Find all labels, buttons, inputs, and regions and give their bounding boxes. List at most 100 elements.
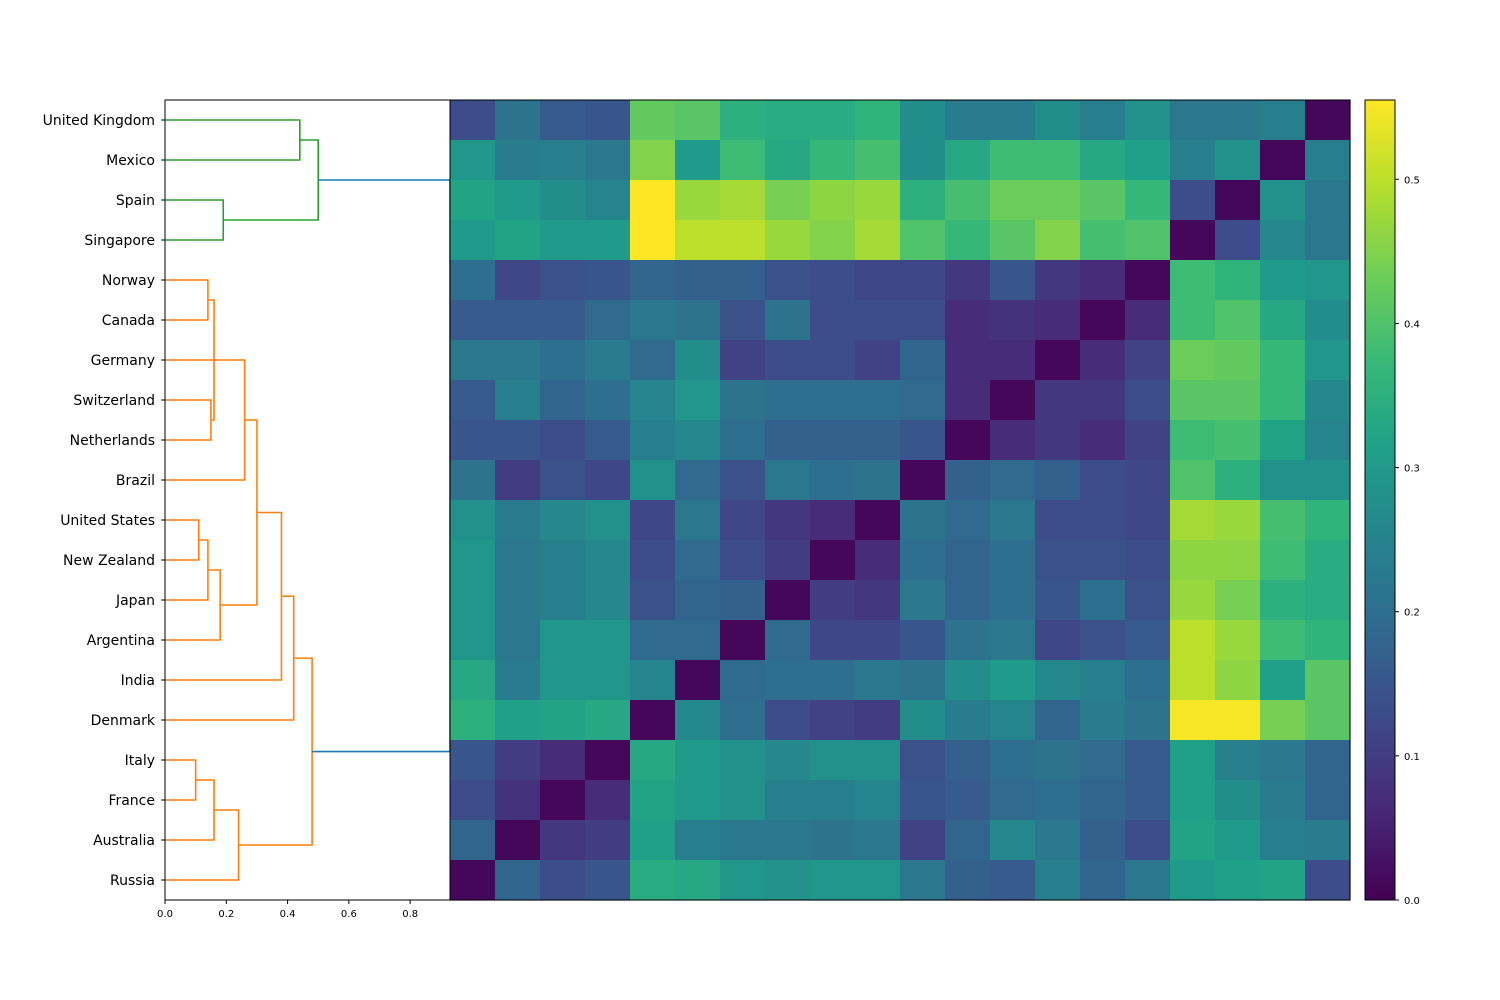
heatmap-cell — [945, 300, 991, 341]
heatmap-cell — [855, 660, 901, 701]
heatmap-cell — [1080, 580, 1126, 621]
heatmap-cell — [630, 220, 676, 261]
row-label: Switzerland — [73, 393, 155, 409]
heatmap-cell — [810, 100, 856, 141]
heatmap-cell — [675, 220, 721, 261]
heatmap-cell — [540, 860, 586, 901]
heatmap-cell — [630, 620, 676, 661]
heatmap-cell — [1125, 300, 1171, 341]
heatmap-cell — [1260, 660, 1306, 701]
heatmap-cell — [810, 540, 856, 581]
heatmap-cell — [1305, 580, 1351, 621]
heatmap-cell — [630, 820, 676, 861]
heatmap-cell — [1170, 100, 1216, 141]
heatmap-cell — [855, 820, 901, 861]
heatmap-cell — [855, 620, 901, 661]
dendrogram-link — [165, 511, 283, 681]
heatmap-cell — [900, 780, 946, 821]
heatmap-cell — [720, 540, 766, 581]
heatmap-cell — [675, 460, 721, 501]
heatmap-cell — [630, 300, 676, 341]
heatmap-cell — [1125, 700, 1171, 741]
dendrogram-link — [165, 119, 301, 161]
heatmap-cell — [855, 780, 901, 821]
heatmap-cell — [1125, 180, 1171, 221]
heatmap-cell — [765, 860, 811, 901]
heatmap-cell — [855, 540, 901, 581]
heatmap-cell — [585, 300, 631, 341]
heatmap-cell — [990, 340, 1036, 381]
heatmap-cell — [585, 540, 631, 581]
heatmap-cell — [945, 100, 991, 141]
heatmap-cell — [1260, 380, 1306, 421]
heatmap-cell — [810, 300, 856, 341]
heatmap-cell — [1125, 220, 1171, 261]
heatmap-cell — [1215, 420, 1261, 461]
heatmap-cell — [1170, 460, 1216, 501]
heatmap-cell — [1215, 260, 1261, 301]
heatmap-cell — [945, 500, 991, 541]
dendrogram-x-tick-label: 0.6 — [341, 909, 357, 920]
heatmap-cell — [810, 220, 856, 261]
heatmap-cell — [585, 180, 631, 221]
row-label: Singapore — [84, 233, 155, 249]
heatmap-cell — [1215, 300, 1261, 341]
heatmap-cell — [1215, 660, 1261, 701]
heatmap-cell — [765, 580, 811, 621]
heatmap-cell — [630, 740, 676, 781]
colorbar — [1364, 99, 1396, 901]
heatmap-cell — [810, 860, 856, 901]
heatmap-cell — [585, 460, 631, 501]
heatmap-cell — [450, 580, 496, 621]
heatmap-cell — [1170, 340, 1216, 381]
row-label: Germany — [91, 353, 155, 369]
heatmap-cell — [900, 580, 946, 621]
heatmap-cell — [1080, 860, 1126, 901]
heatmap-cell — [1080, 820, 1126, 861]
heatmap-cell — [990, 180, 1036, 221]
heatmap-cell — [1170, 540, 1216, 581]
heatmap-cell — [1080, 420, 1126, 461]
row-label: Canada — [102, 313, 155, 329]
row-label: Russia — [110, 873, 155, 889]
heatmap-cell — [675, 420, 721, 461]
heatmap-cell — [945, 380, 991, 421]
heatmap-cell — [1080, 380, 1126, 421]
heatmap-cell — [1260, 500, 1306, 541]
heatmap-cell — [585, 100, 631, 141]
heatmap-cell — [990, 820, 1036, 861]
heatmap-cell — [1170, 300, 1216, 341]
heatmap-cell — [1125, 140, 1171, 181]
heatmap-cell — [540, 620, 586, 661]
heatmap-cell — [1080, 500, 1126, 541]
heatmap-cell — [540, 220, 586, 261]
heatmap-cell — [1260, 580, 1306, 621]
heatmap-cell — [630, 860, 676, 901]
heatmap-cell — [495, 220, 541, 261]
dendrogram-x-tick-label: 0.8 — [402, 909, 418, 920]
heatmap-cell — [1170, 660, 1216, 701]
dendrogram-link — [312, 179, 451, 753]
heatmap-cell — [585, 820, 631, 861]
heatmap-cell — [810, 780, 856, 821]
heatmap-cell — [765, 500, 811, 541]
heatmap-cell — [585, 340, 631, 381]
heatmap-cell — [1305, 180, 1351, 221]
heatmap-cell — [1080, 660, 1126, 701]
heatmap-cell — [630, 380, 676, 421]
colorbar-tick-label: 0.0 — [1404, 896, 1420, 907]
heatmap-cell — [495, 260, 541, 301]
heatmap-cell — [1215, 820, 1261, 861]
row-label: Norway — [102, 273, 155, 289]
heatmap-cell — [585, 780, 631, 821]
heatmap-cell — [1170, 500, 1216, 541]
heatmap-cell — [720, 340, 766, 381]
heatmap-cell — [675, 260, 721, 301]
colorbar-tick-label: 0.1 — [1404, 752, 1420, 763]
heatmap-cell — [585, 220, 631, 261]
heatmap-cell — [1215, 340, 1261, 381]
heatmap-cell — [810, 340, 856, 381]
heatmap-cell — [675, 580, 721, 621]
heatmap-cell — [990, 660, 1036, 701]
heatmap-cell — [720, 660, 766, 701]
